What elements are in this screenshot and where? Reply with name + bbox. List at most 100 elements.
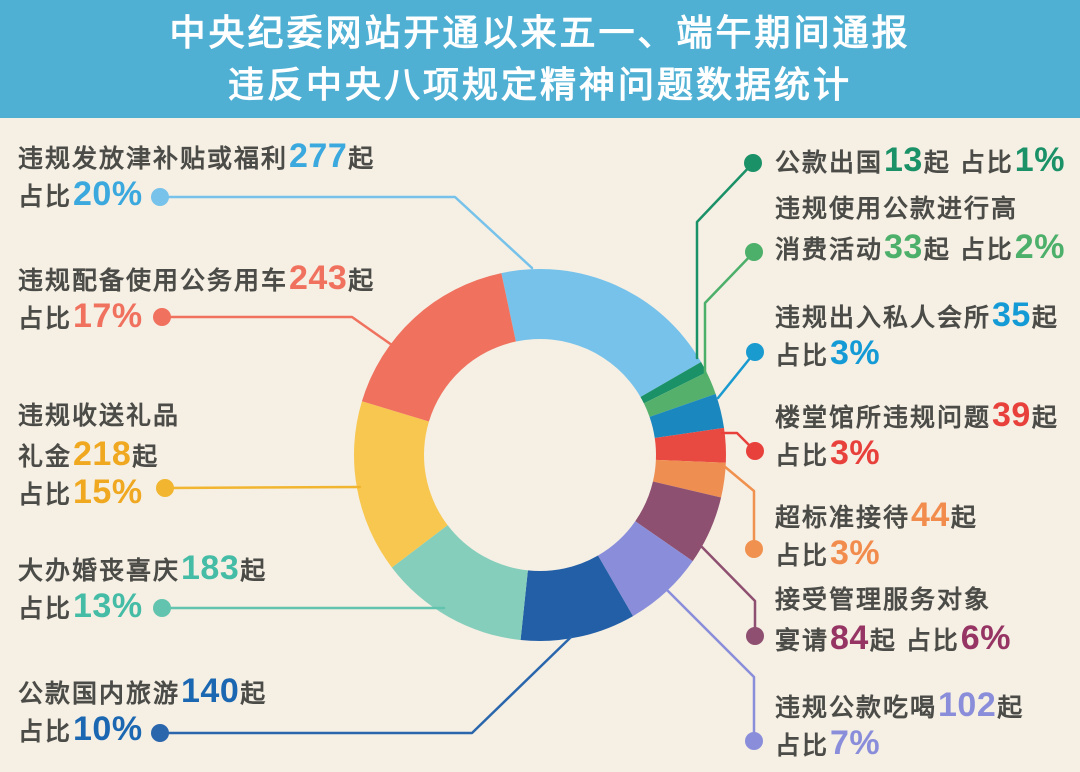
callout-value: 3% xyxy=(830,434,881,472)
callout-value: 10% xyxy=(73,710,143,748)
connector-line-excessive-reception xyxy=(722,464,756,551)
callout-value: 2% xyxy=(1014,228,1065,266)
donut-segment-weddings-funerals xyxy=(391,525,528,640)
connector-dot-banquets xyxy=(746,627,764,645)
callout-value: 243 xyxy=(289,259,348,297)
callout-text: 礼金 xyxy=(18,443,73,471)
callout-text: 违规公款吃喝 xyxy=(775,694,938,722)
callout-value: 17% xyxy=(73,297,143,335)
connector-dot-weddings-funerals xyxy=(153,599,171,617)
callout-line: 占比15% xyxy=(18,473,180,511)
callout-value: 183 xyxy=(181,549,240,587)
callout-value: 6% xyxy=(960,619,1011,657)
callout-value: 102 xyxy=(938,686,997,724)
callout-text: 占比 xyxy=(18,595,73,623)
callout-excessive-reception: 超标准接待44起 占比3% xyxy=(775,496,978,572)
callout-value: 15% xyxy=(73,473,143,511)
callout-gifts-money: 违规收送礼品 礼金218起 占比15% xyxy=(18,397,180,511)
callout-line: 违规收送礼品 xyxy=(18,397,180,435)
callout-text: 占比 xyxy=(775,342,830,370)
callout-text: 消费活动 xyxy=(775,236,884,264)
callout-value: 39 xyxy=(992,396,1031,434)
donut-segment-luxury-consumption xyxy=(643,372,716,417)
callout-text: 占比 xyxy=(18,718,73,746)
callout-text: 大办婚丧喜庆 xyxy=(18,557,181,585)
callout-value: 277 xyxy=(289,137,348,175)
callout-abroad-trips: 公款出国13起 占比1% xyxy=(775,141,1066,179)
callout-official-cars: 违规配备使用公务用车243起占比17% xyxy=(18,259,375,335)
callout-text: 占比 xyxy=(775,542,830,570)
connector-dot-gifts-money xyxy=(156,479,174,497)
callout-line: 公款国内旅游140起 xyxy=(18,672,267,710)
callout-line: 接受管理服务对象 xyxy=(775,581,1012,619)
title-line-2: 违反中央八项规定精神问题数据统计 xyxy=(227,64,852,105)
callout-text: 违规收送礼品 xyxy=(18,402,181,430)
donut-segment-domestic-travel xyxy=(520,555,633,641)
connector-dot-subsidies xyxy=(151,188,169,206)
callout-text: 违规发放津补贴或福利 xyxy=(18,145,289,173)
connector-line-subsidies xyxy=(158,195,534,270)
connector-line-banquets xyxy=(696,541,757,638)
callout-line: 违规发放津补贴或福利277起 xyxy=(18,137,375,175)
donut-segment-excessive-reception xyxy=(652,459,726,498)
callout-text: 起 xyxy=(1031,304,1059,332)
callout-text: 起 xyxy=(348,267,376,295)
callout-text: 起 xyxy=(950,504,978,532)
callout-text: 起 xyxy=(1031,404,1059,432)
callout-text: 接受管理服务对象 xyxy=(775,586,992,614)
callout-text: 公款出国 xyxy=(775,149,884,177)
donut-segment-subsidies xyxy=(501,269,702,397)
callout-text: 违规出入私人会所 xyxy=(775,304,992,332)
callout-line: 礼金218起 xyxy=(18,435,180,473)
connector-dot-abroad-trips xyxy=(744,154,762,172)
callout-value: 84 xyxy=(830,619,869,657)
connector-dot-excessive-reception xyxy=(745,540,763,558)
callout-value: 35 xyxy=(992,296,1031,334)
callout-subsidies: 违规发放津补贴或福利277起 占比20% xyxy=(18,137,375,213)
callout-line: 宴请84起 占比6% xyxy=(775,619,1012,657)
callout-text: 起 占比 xyxy=(923,236,1014,264)
callout-value: 3% xyxy=(830,334,881,372)
title-line-1: 中央纪委网站开通以来五一、端午期间通报 xyxy=(169,12,911,53)
callout-luxury-consumption: 违规使用公款进行高 消费活动33起 占比2% xyxy=(775,190,1066,266)
callout-text: 楼堂馆所违规问题 xyxy=(775,404,992,432)
title-banner: 中央纪委网站开通以来五一、端午期间通报 违反中央八项规定精神问题数据统计 xyxy=(0,0,1080,118)
callout-line: 违规出入私人会所35起 xyxy=(775,296,1059,334)
callout-domestic-travel: 公款国内旅游140起 占比10% xyxy=(18,672,267,748)
connector-line-gifts-money xyxy=(163,485,362,490)
callout-value: 3% xyxy=(830,534,881,572)
callout-line: 占比13% xyxy=(18,587,267,625)
callout-text: 起 占比 xyxy=(923,149,1014,177)
callout-line: 占比20% xyxy=(18,175,375,213)
connector-dot-luxury-consumption xyxy=(745,243,763,261)
callout-text: 占比 xyxy=(18,481,73,509)
callout-banquets: 接受管理服务对象宴请84起 占比6% xyxy=(775,581,1012,657)
donut-segment-official-buildings xyxy=(654,427,726,463)
callout-text: 占比 xyxy=(775,442,830,470)
connector-dot-private-clubs xyxy=(746,343,764,361)
connector-line-official-cars xyxy=(160,315,418,364)
callout-text: 占比 xyxy=(775,732,830,760)
callout-line: 占比7% xyxy=(775,724,1024,762)
callout-line: 消费活动33起 占比2% xyxy=(775,228,1066,266)
callout-value: 33 xyxy=(884,228,923,266)
callout-line: 违规公款吃喝102起 xyxy=(775,686,1024,724)
callout-text: 公款国内旅游 xyxy=(18,680,181,708)
callout-line: 占比10% xyxy=(18,710,267,748)
callout-value: 13% xyxy=(73,587,143,625)
connector-dot-domestic-travel xyxy=(151,724,169,742)
donut-segment-banquets xyxy=(635,481,722,562)
connector-line-abroad-trips xyxy=(695,161,755,360)
callout-text: 占比 xyxy=(18,183,73,211)
callout-line: 违规使用公款进行高 xyxy=(775,190,1066,228)
callout-text: 违规配备使用公务用车 xyxy=(18,267,289,295)
callout-line: 公款出国13起 占比1% xyxy=(775,141,1066,179)
donut-segment-private-clubs xyxy=(649,393,725,439)
connector-dot-official-cars xyxy=(153,308,171,326)
donut-segment-official-cars xyxy=(361,273,516,422)
callout-text: 起 xyxy=(240,557,268,585)
callout-text: 占比 xyxy=(18,305,73,333)
callout-text: 起 xyxy=(348,145,376,173)
callout-value: 20% xyxy=(73,175,143,213)
